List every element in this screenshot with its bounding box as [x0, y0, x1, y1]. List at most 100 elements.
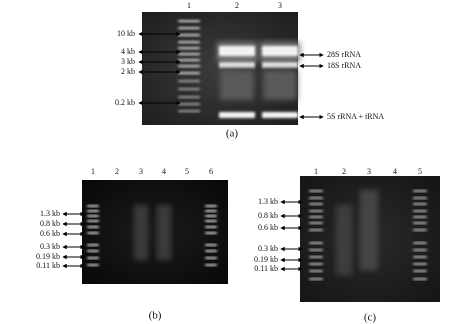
lane-number: 2: [235, 1, 239, 10]
gel-band: [205, 232, 217, 234]
gel-band: [413, 242, 427, 244]
gel-panel: [82, 180, 228, 284]
gel-band: [219, 112, 255, 118]
gel-band: [309, 222, 323, 224]
lane-number: 5: [418, 167, 422, 176]
gel-band: [178, 41, 200, 44]
gel-band: [263, 70, 297, 100]
gel-band: [87, 215, 99, 217]
gel-band: [157, 205, 171, 260]
panel-caption: (a): [226, 128, 239, 140]
gel-band: [205, 220, 217, 222]
lane-number: 5: [185, 167, 189, 176]
gel-band: [219, 46, 255, 56]
gel-band: [413, 263, 427, 265]
gel-band: [205, 226, 217, 228]
gel-band: [262, 112, 298, 118]
gel-band: [413, 203, 427, 205]
gel-band: [178, 34, 200, 37]
gel-band: [413, 190, 427, 192]
gel-band: [178, 96, 200, 99]
gel-band: [205, 205, 217, 207]
gel-band: [87, 210, 99, 212]
size-marker-label: 3 kb: [121, 57, 135, 66]
gel-band: [413, 197, 427, 199]
gel-band: [413, 210, 427, 212]
gel-band: [178, 88, 200, 91]
gel-band: [178, 47, 200, 50]
size-marker-label: 1.3 kb: [258, 197, 278, 206]
gel-band: [309, 190, 323, 192]
panel-caption: (c): [364, 312, 377, 324]
gel-band: [220, 70, 254, 100]
size-marker-label: 0.6 kb: [40, 229, 60, 238]
size-marker-label: 0.3 kb: [258, 244, 278, 253]
gel-band: [205, 257, 217, 259]
gel-band: [178, 72, 200, 75]
lane-number: 1: [187, 1, 191, 10]
lane-number: 3: [278, 1, 282, 10]
gel-band: [87, 220, 99, 222]
gel-band: [178, 65, 200, 68]
lane-number: 1: [314, 167, 318, 176]
size-marker-label: 1.3 kb: [40, 209, 60, 218]
gel-band: [413, 256, 427, 258]
panel-caption: (b): [149, 310, 162, 322]
size-marker-label: 0.19 kb: [254, 255, 278, 264]
lane-number: 6: [209, 167, 213, 176]
gel-band: [360, 190, 378, 270]
gel-band: [87, 232, 99, 234]
gel-band: [178, 59, 200, 62]
gel-panel: [142, 12, 300, 125]
size-marker-label: 0.19 kb: [36, 252, 60, 261]
lane-number: 3: [139, 167, 143, 176]
gel-band: [205, 264, 217, 266]
gel-band: [178, 20, 200, 23]
gel-band: [87, 205, 99, 207]
gel-band: [178, 27, 200, 30]
gel-image: [82, 180, 228, 284]
gel-band: [87, 250, 99, 252]
gel-band: [178, 103, 200, 106]
gel-band: [219, 62, 255, 68]
gel-panel: [300, 176, 440, 302]
gel-band: [262, 46, 298, 56]
gel-band: [87, 264, 99, 266]
gel-band: [87, 226, 99, 228]
gel-band: [205, 244, 217, 246]
band-label: 18S rRNA: [327, 61, 361, 70]
gel-band: [178, 80, 200, 83]
gel-band: [309, 278, 323, 280]
gel-band: [205, 250, 217, 252]
gel-image: [142, 12, 298, 125]
lane-number: 2: [115, 167, 119, 176]
gel-band: [413, 249, 427, 251]
lane-number: 4: [393, 167, 397, 176]
gel-band: [309, 263, 323, 265]
gel-band: [309, 197, 323, 199]
gel-band: [87, 244, 99, 246]
gel-band: [205, 210, 217, 212]
gel-band: [309, 203, 323, 205]
gel-band: [178, 110, 200, 113]
gel-band: [413, 222, 427, 224]
gel-band: [178, 53, 200, 56]
size-marker-label: 2 kb: [121, 67, 135, 76]
gel-band: [309, 210, 323, 212]
lane-number: 1: [91, 167, 95, 176]
lane-number: 3: [367, 167, 371, 176]
gel-band: [87, 257, 99, 259]
band-label: 28S rRNA: [327, 50, 361, 59]
size-marker-label: 0.11 kb: [36, 261, 60, 270]
gel-band: [413, 229, 427, 231]
size-marker-label: 4 kb: [121, 47, 135, 56]
gel-band: [309, 249, 323, 251]
gel-band: [205, 215, 217, 217]
size-marker-label: 0.3 kb: [40, 242, 60, 251]
size-marker-label: 0.8 kb: [258, 211, 278, 220]
gel-band: [336, 205, 352, 275]
band-label: 5S rRNA + tRNA: [327, 112, 384, 121]
size-marker-label: 0.11 kb: [254, 264, 278, 273]
gel-band: [413, 216, 427, 218]
